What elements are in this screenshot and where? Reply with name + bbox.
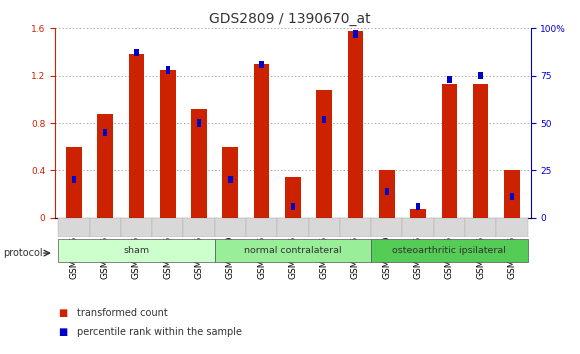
Bar — [129, 55, 144, 218]
Bar — [447, 76, 452, 83]
Bar — [353, 30, 358, 38]
Bar — [441, 84, 457, 218]
Bar — [379, 170, 394, 218]
Text: protocol: protocol — [3, 248, 42, 258]
FancyBboxPatch shape — [465, 218, 496, 237]
Bar — [478, 72, 483, 79]
FancyBboxPatch shape — [89, 218, 121, 237]
Bar — [134, 50, 139, 57]
Bar — [66, 147, 82, 218]
FancyBboxPatch shape — [58, 239, 215, 262]
Bar — [160, 70, 176, 218]
Bar — [165, 67, 170, 74]
FancyBboxPatch shape — [215, 218, 246, 237]
Text: osteoarthritic ipsilateral: osteoarthritic ipsilateral — [393, 246, 506, 255]
Bar — [259, 61, 264, 68]
Bar — [285, 177, 300, 218]
Bar — [510, 193, 514, 200]
Text: percentile rank within the sample: percentile rank within the sample — [77, 327, 241, 337]
Bar — [347, 31, 363, 218]
Bar — [97, 114, 113, 218]
Bar — [103, 129, 107, 136]
FancyBboxPatch shape — [371, 218, 403, 237]
FancyBboxPatch shape — [340, 218, 371, 237]
Bar — [322, 116, 327, 123]
FancyBboxPatch shape — [246, 218, 277, 237]
FancyBboxPatch shape — [277, 218, 309, 237]
FancyBboxPatch shape — [58, 218, 89, 237]
Text: GDS2809 / 1390670_at: GDS2809 / 1390670_at — [209, 12, 371, 27]
FancyBboxPatch shape — [121, 218, 152, 237]
Text: transformed count: transformed count — [77, 308, 167, 318]
Bar — [291, 203, 295, 210]
FancyBboxPatch shape — [309, 218, 340, 237]
Text: ■: ■ — [58, 308, 67, 318]
Bar — [223, 147, 238, 218]
FancyBboxPatch shape — [183, 218, 215, 237]
FancyBboxPatch shape — [403, 218, 434, 237]
FancyBboxPatch shape — [496, 218, 528, 237]
Bar — [504, 170, 520, 218]
Bar — [72, 176, 76, 183]
FancyBboxPatch shape — [152, 218, 183, 237]
Text: normal contralateral: normal contralateral — [244, 246, 342, 255]
Bar — [228, 176, 233, 183]
Text: ■: ■ — [58, 327, 67, 337]
Bar — [197, 119, 201, 127]
Bar — [316, 90, 332, 218]
Text: sham: sham — [124, 246, 150, 255]
FancyBboxPatch shape — [371, 239, 528, 262]
Bar — [191, 109, 207, 218]
Bar — [473, 84, 488, 218]
Bar — [385, 188, 389, 195]
Bar — [416, 203, 420, 210]
FancyBboxPatch shape — [215, 239, 371, 262]
Bar — [254, 64, 270, 218]
Bar — [410, 210, 426, 218]
FancyBboxPatch shape — [434, 218, 465, 237]
